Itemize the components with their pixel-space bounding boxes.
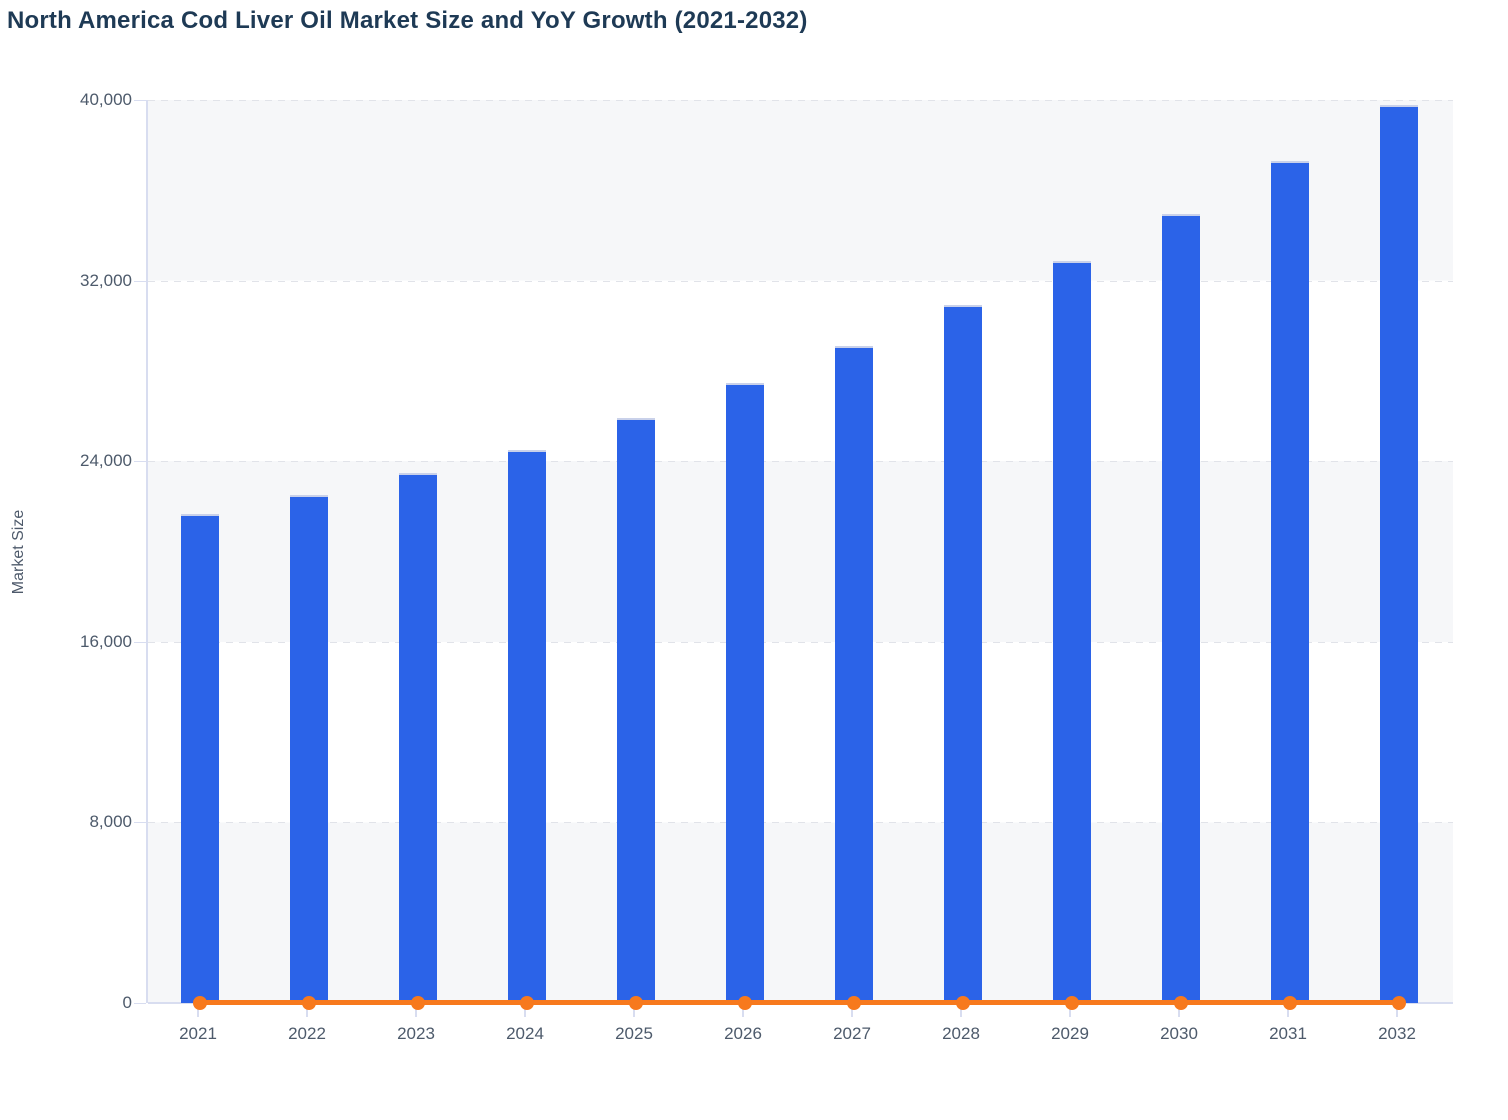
bar-2031[interactable] [1271,160,1309,1003]
bar-2030[interactable] [1162,214,1200,1003]
x-tick-label-2026: 2026 [724,1024,762,1043]
x-tick-mark [1069,1004,1071,1017]
x-tick-label-2031: 2031 [1269,1024,1307,1043]
yoy-growth-marker-2023[interactable] [411,996,425,1010]
yoy-growth-marker-2024[interactable] [520,996,534,1010]
x-tick-mark [524,1004,526,1017]
x-tick-label-2032: 2032 [1378,1024,1416,1043]
x-tick-label-2030: 2030 [1160,1024,1198,1043]
y-tick-mark [134,280,146,282]
bar-2027[interactable] [835,346,873,1003]
yoy-growth-marker-2029[interactable] [1065,996,1079,1010]
y-tick-mark [134,461,146,463]
yoy-growth-marker-2028[interactable] [956,996,970,1010]
x-tick-mark [633,1004,635,1017]
y-axis-title: Market Size [10,509,27,595]
gridline-32000 [148,280,1453,282]
x-tick-label-2023: 2023 [397,1024,435,1043]
x-tick-mark [1396,1004,1398,1017]
y-tick-label: 0 [122,993,132,1012]
x-tick-label-2028: 2028 [942,1024,980,1043]
yoy-growth-marker-2022[interactable] [302,996,316,1010]
bar-2029[interactable] [1053,261,1091,1003]
bar-2021[interactable] [181,514,219,1003]
bar-2023[interactable] [399,472,437,1003]
x-tick-mark [742,1004,744,1017]
yoy-growth-marker-2025[interactable] [629,996,643,1010]
bar-2025[interactable] [617,418,655,1003]
chart-title: North America Cod Liver Oil Market Size … [7,7,808,34]
y-tick-mark [134,641,146,643]
y-tick-label: 24,000 [80,451,132,471]
bar-2026[interactable] [726,383,764,1003]
yoy-growth-marker-2030[interactable] [1174,996,1188,1010]
y-tick-mark [134,1003,146,1004]
yoy-growth-marker-2032[interactable] [1392,996,1406,1010]
yoy-growth-marker-2031[interactable] [1283,996,1297,1010]
x-tick-mark [1178,1004,1180,1017]
y-tick-mark [134,100,146,101]
y-tick-label: 8,000 [89,812,132,832]
bar-2022[interactable] [290,495,328,1003]
yoy-growth-marker-2021[interactable] [193,996,207,1010]
gridline-40000 [148,100,1453,101]
gridline-16000 [148,641,1453,643]
yoy-growth-line[interactable] [200,1000,1399,1005]
gridline-8000 [148,822,1453,824]
x-tick-label-2021: 2021 [179,1024,217,1043]
x-tick-mark [960,1004,962,1017]
y-tick-label: 40,000 [80,90,132,109]
x-tick-label-2027: 2027 [833,1024,871,1043]
y-tick-label: 16,000 [80,631,132,651]
x-tick-label-2024: 2024 [506,1024,544,1043]
plot-area [146,100,1453,1010]
x-tick-mark [851,1004,853,1017]
x-tick-mark [306,1004,308,1017]
x-tick-mark [415,1004,417,1017]
yoy-growth-marker-2027[interactable] [847,996,861,1010]
x-tick-label-2022: 2022 [288,1024,326,1043]
x-tick-label-2029: 2029 [1051,1024,1089,1043]
yoy-growth-marker-2026[interactable] [738,996,752,1010]
bar-2032[interactable] [1380,104,1418,1003]
y-tick-mark [134,822,146,824]
gridline-24000 [148,461,1453,463]
bar-2028[interactable] [944,305,982,1003]
y-tick-label: 32,000 [80,270,132,290]
x-tick-label-2025: 2025 [615,1024,653,1043]
bar-2024[interactable] [508,449,546,1003]
x-tick-mark [1287,1004,1289,1017]
x-tick-mark [197,1004,199,1017]
